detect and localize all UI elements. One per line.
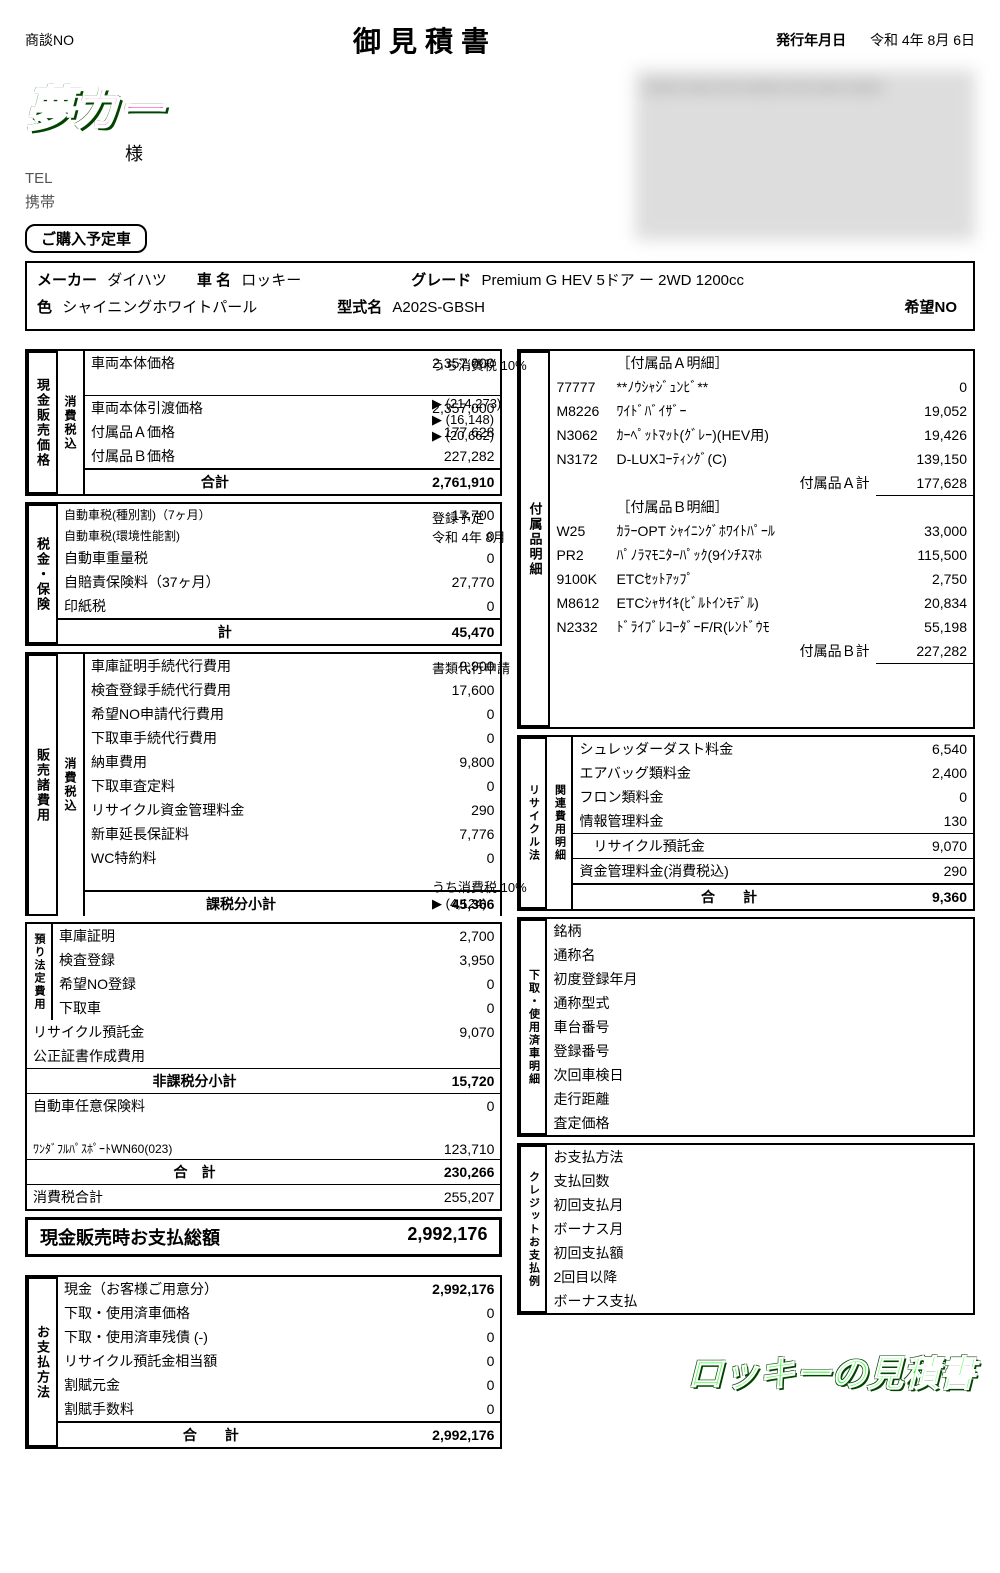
reg-note: 登録予定 令和 4年 8月 [432,508,552,546]
purchase-label: ご購入予定車 [25,224,147,253]
issue-date-val: 令和 4年 8月 6日 [870,32,975,48]
issue-label: 発行年月日 [776,32,846,48]
tradein-section: 下取・使用済車明細 銘柄 通称名 初度登録年月 通称型式 車台番号 登録番号 次… [517,917,975,1137]
tradein-cat: 下取・使用済車明細 [519,919,547,1135]
credit-cat: クレジットお支払例 [519,1145,547,1313]
payment-cat: お支払方法 [27,1277,58,1447]
doc-proxy-note: 書類代行申請 [432,658,552,677]
payment-table: 現金（お客様ご用意分）2,992,176 下取・使用済車価格0 下取・使用済車残… [58,1277,500,1447]
fees-tax-note: うち消費税 10% ▶ (4,124) [432,877,552,912]
payment-section: お支払方法 現金（お客様ご用意分）2,992,176 下取・使用済車価格0 下取… [25,1275,502,1449]
color-label: 色 [37,299,52,316]
logo-section: 夢カー 様 TEL 携帯 ご購入予定車 ■■■■■ ■■■■ ■■■ ■■■■■… [25,70,975,253]
mobile-label: 携帯 [25,191,163,212]
deposit-cat: 預り法定費用 [27,924,53,1020]
recycle-section: リサイクル法 関連費用明細 シュレッダーダスト料金6,540 エアバッグ類料金2… [517,735,975,911]
deposit-table: 車庫証明2,700 検査登録3,950 希望NO登録0 下取車0 [53,924,500,1020]
kibou-label: 希望NO [904,296,957,317]
fees-section: 販売諸費用 消費税込 車庫証明手続代行費用9,900 検査登録手続代行費用17,… [25,652,502,916]
grade-label: グレード [411,272,471,289]
model-label: 型式名 [337,299,382,316]
sama: 様 [125,140,163,166]
issue-date: 発行年月日 令和 4年 8月 6日 [776,30,975,50]
vehicle-box: メーカー ダイハツ 車 名 ロッキー グレード Premium G HEV 5ド… [25,261,975,331]
grand-total: 現金販売時お支払総額2,992,176 [25,1217,502,1257]
carname-label: 車 名 [197,272,231,289]
bottom-logo: ロッキーの見積書 [517,1345,975,1397]
deposit-extra-table: リサイクル預託金9,070 公正証書作成費用 非課税分小計15,720 自動車任… [27,1020,500,1209]
tradein-table: 銘柄 通称名 初度登録年月 通称型式 車台番号 登録番号 次回車検日 走行距離 … [547,919,973,1135]
tax-ins-cat: 税金・保険 [27,504,58,644]
cash-price-subcat: 消費税込 [58,351,85,494]
accessories-table: ［付属品Ａ明細］ 77777**ﾉｳｼｬｼﾞｭﾝﾋﾞ**0 M8226ﾜｲﾄﾞﾊ… [550,351,973,664]
tax-note: うち消費税 10% ▶ (214,273) ▶ (16,148) ▶ (20,6… [432,355,552,444]
carname: ロッキー [241,272,301,289]
grade: Premium G HEV 5ドア ー 2WD 1200cc [481,272,744,289]
credit-section: クレジットお支払例 お支払方法 支払回数 初回支払月 ボーナス月 初回支払額 2… [517,1143,975,1315]
recycle-table: シュレッダーダスト料金6,540 エアバッグ類料金2,400 フロン類料金0 情… [573,737,973,909]
model: A202S-GBSH [392,299,485,316]
dealer-info-redacted: ■■■■■ ■■■■ ■■■ ■■■■■■ ■■■ ■■■■ ■■■■■ [635,70,975,240]
fees-subcat: 消費税込 [58,654,85,916]
fees-cat: 販売諸費用 [27,654,58,916]
logo: 夢カー [25,70,163,140]
header-row: 商談NO 御見積書 発行年月日 令和 4年 8月 6日 [25,20,975,60]
doc-title: 御見積書 [353,20,497,60]
shodan-no: 商談NO [25,30,74,50]
cash-price-cat: 現金販売価格 [27,351,58,494]
credit-table: お支払方法 支払回数 初回支払月 ボーナス月 初回支払額 2回目以降 ボーナス支… [547,1145,973,1313]
maker-label: メーカー [37,272,97,289]
tel-label: TEL [25,170,163,187]
deposit-section: 預り法定費用 車庫証明2,700 検査登録3,950 希望NO登録0 下取車0 … [25,922,502,1211]
tax-ins-section: 税金・保険 自動車税(種別割)（7ヶ月）17,700 自動車税(環境性能割)0 … [25,502,502,646]
accessories-section: 付属品明細 ［付属品Ａ明細］ 77777**ﾉｳｼｬｼﾞｭﾝﾋﾞ**0 M822… [517,349,975,729]
cash-price-section: 現金販売価格 消費税込 車両本体価格2,357,000 車両本体引渡価格2,35… [25,349,502,496]
color: シャイニングホワイトパール [62,299,257,316]
maker: ダイハツ [107,272,167,289]
